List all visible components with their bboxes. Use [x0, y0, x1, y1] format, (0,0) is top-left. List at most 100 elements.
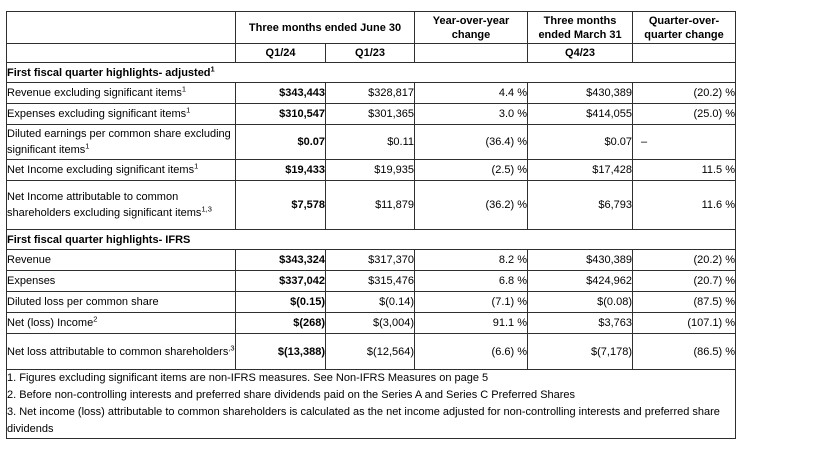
- row-label: Expenses: [6, 270, 236, 292]
- header-q1-24: Q1/24: [235, 43, 326, 63]
- value-q1-23: $(3,004): [324, 312, 416, 334]
- section-header-ifrs: First fiscal quarter highlights- IFRS: [5, 229, 737, 250]
- value-q1-23: $(0.14): [324, 291, 416, 313]
- header-empty-corner: [6, 11, 236, 44]
- financial-highlights-table: Three months ended June 30 Year-over-yea…: [5, 11, 737, 439]
- row-label-text: Expenses: [7, 275, 56, 287]
- footnote-ref: 1: [186, 105, 191, 115]
- footnotes-cell: 1. Figures excluding significant items a…: [5, 369, 737, 439]
- value-yoy-change: 6.8 %: [414, 270, 529, 292]
- section-title-ifrs: First fiscal quarter highlights- IFRS: [5, 229, 737, 250]
- row-revenue-adjusted: Revenue excluding significant items1 $34…: [6, 82, 737, 104]
- value-yoy-change: 4.4 %: [414, 82, 529, 104]
- row-label-text: Net loss attributable to common sharehol…: [7, 345, 229, 358]
- value-qoq-change: –: [632, 124, 737, 160]
- row-diluted-loss-ifrs: Diluted loss per common share $(0.15) $(…: [6, 291, 737, 313]
- value-q1-23: $315,476: [324, 270, 416, 292]
- row-net-income-common-adjusted: Net Income attributable to common shareh…: [6, 180, 737, 230]
- value-q1-23: $317,370: [324, 249, 416, 271]
- value-q1-24: $0.07: [235, 124, 326, 160]
- row-net-income-adjusted: Net Income excluding significant items1 …: [6, 159, 737, 181]
- header-q4-23: Q4/23: [527, 43, 634, 63]
- value-qoq-change: (20.7) %: [632, 270, 737, 292]
- value-qoq-change: (87.5) %: [632, 291, 737, 313]
- row-revenue-ifrs: Revenue $343,324 $317,370 8.2 % $430,389…: [6, 249, 737, 271]
- value-yoy-change: (2.5) %: [414, 159, 529, 181]
- row-label-text: Net Income attributable to common shareh…: [7, 191, 202, 219]
- value-q4-23: $6,793: [527, 180, 634, 230]
- row-label: Revenue: [6, 249, 236, 271]
- value-yoy-change: 91.1 %: [414, 312, 529, 334]
- value-qoq-change: (25.0) %: [632, 103, 737, 125]
- value-q4-23: $430,389: [527, 249, 634, 271]
- value-qoq-change: 11.5 %: [632, 159, 737, 181]
- value-q4-23: $17,428: [527, 159, 634, 181]
- value-q1-23: $0.11: [324, 124, 416, 160]
- header-empty-qoq: [632, 43, 737, 63]
- row-label: Net Income excluding significant items1: [6, 159, 236, 181]
- value-q4-23: $(7,178): [527, 333, 634, 370]
- footnote-ref: ,3: [228, 342, 235, 352]
- value-q1-24: $343,443: [235, 82, 326, 104]
- value-qoq-change: (20.2) %: [632, 82, 737, 104]
- value-q1-24: $337,042: [235, 270, 326, 292]
- row-label-text: Revenue excluding significant items: [7, 87, 182, 99]
- header-empty-yoy: [414, 43, 529, 63]
- row-diluted-earnings-adjusted: Diluted earnings per common share exclud…: [6, 124, 737, 160]
- value-q4-23: $414,055: [527, 103, 634, 125]
- section-header-adjusted: First fiscal quarter highlights- adjuste…: [5, 62, 737, 83]
- value-q4-23: $(0.08): [527, 291, 634, 313]
- header-q1-23: Q1/23: [324, 43, 416, 63]
- row-label: Expenses excluding significant items1: [6, 103, 236, 125]
- value-q1-24: $(0.15): [235, 291, 326, 313]
- header-empty-label: [6, 43, 236, 63]
- header-row-quarters: Q1/24 Q1/23 Q4/23: [6, 43, 737, 63]
- row-expenses-ifrs: Expenses $337,042 $315,476 6.8 % $424,96…: [6, 270, 737, 292]
- footnote-ref: 1: [181, 84, 187, 94]
- footnote-ref: 1,3: [201, 204, 212, 214]
- value-q1-24: $7,578: [235, 180, 326, 230]
- footnote-3: 3. Net income (loss) attributable to com…: [7, 406, 720, 435]
- value-q4-23: $424,962: [527, 270, 634, 292]
- header-qoq-change: Quarter-over-quarter change: [632, 11, 737, 44]
- row-label: Net (loss) Income2: [6, 312, 236, 334]
- value-q4-23: $430,389: [527, 82, 634, 104]
- value-q1-23: $19,935: [324, 159, 416, 181]
- section-title-adjusted: First fiscal quarter highlights- adjuste…: [5, 62, 737, 83]
- row-label: Revenue excluding significant items1: [6, 82, 236, 104]
- value-qoq-change: 11.6 %: [632, 180, 737, 230]
- row-label: Diluted loss per common share: [6, 291, 236, 313]
- value-yoy-change: (7.1) %: [414, 291, 529, 313]
- section-title-text: First fiscal quarter highlights- adjuste…: [7, 66, 211, 79]
- value-q1-23: $11,879: [324, 180, 416, 230]
- value-yoy-change: (36.4) %: [414, 124, 529, 160]
- value-q1-24: $(13,388): [235, 333, 326, 370]
- value-q1-24: $310,547: [235, 103, 326, 125]
- header-row-groups: Three months ended June 30 Year-over-yea…: [6, 11, 737, 44]
- row-label-text: Diluted loss per common share: [7, 296, 159, 308]
- row-label: Net Income attributable to common shareh…: [6, 180, 236, 230]
- section-title-text: First fiscal quarter highlights- IFRS: [7, 233, 191, 246]
- row-label-text: Net Income excluding significant items: [7, 164, 195, 176]
- header-yoy-change: Year-over-year change: [414, 11, 529, 44]
- row-label-text: Diluted earnings per common share exclud…: [7, 128, 231, 156]
- value-yoy-change: 3.0 %: [414, 103, 529, 125]
- footnote-ref: 1: [210, 63, 215, 73]
- footnote-ref: 1: [85, 141, 90, 151]
- row-label-text: Net (loss) Income: [7, 317, 94, 329]
- value-q4-23: $3,763: [527, 312, 634, 334]
- row-net-loss-income-ifrs: Net (loss) Income2 $(268) $(3,004) 91.1 …: [6, 312, 737, 334]
- value-q1-24: $19,433: [235, 159, 326, 181]
- header-three-months-june-30: Three months ended June 30: [234, 11, 416, 44]
- value-q1-24: $(268): [235, 312, 326, 334]
- footnote-ref: 2: [93, 314, 98, 324]
- footnote-2: 2. Before non-controlling interests and …: [7, 389, 576, 401]
- value-yoy-change: 8.2 %: [414, 249, 529, 271]
- value-q1-23: $328,817: [324, 82, 416, 104]
- value-qoq-change: (20.2) %: [632, 249, 737, 271]
- value-qoq-change: (86.5) %: [632, 333, 737, 370]
- value-yoy-change: (36.2) %: [414, 180, 529, 230]
- row-label-text: Revenue: [7, 254, 52, 266]
- row-expenses-adjusted: Expenses excluding significant items1 $3…: [6, 103, 737, 125]
- footnote-1: 1. Figures excluding significant items a…: [7, 372, 489, 384]
